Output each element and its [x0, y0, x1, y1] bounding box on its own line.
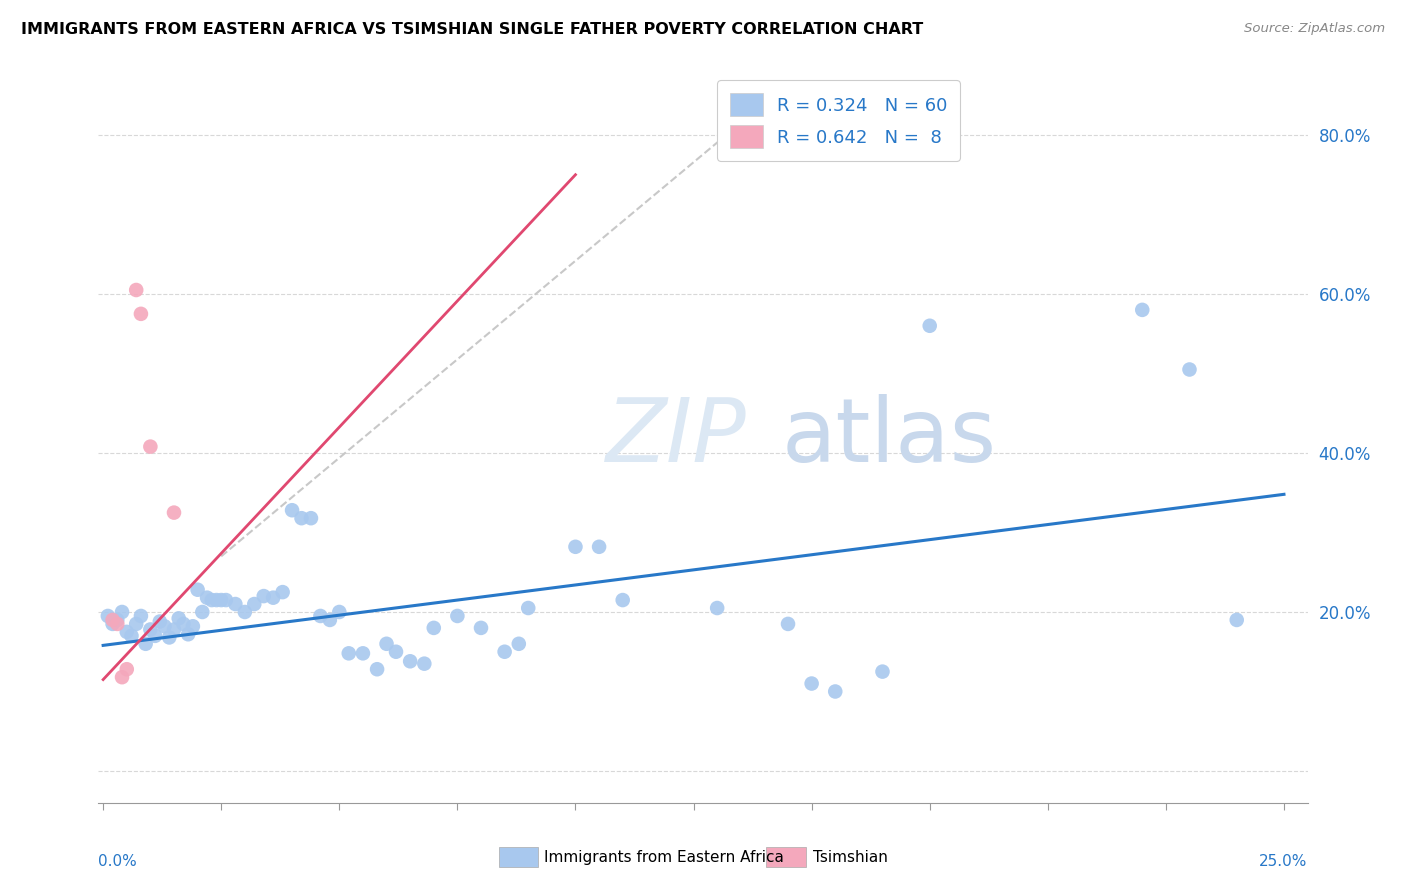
- Point: [125, 616, 148, 631]
- Point: [309, 609, 332, 624]
- Text: Source: ZipAtlas.com: Source: ZipAtlas.com: [1244, 22, 1385, 36]
- Point: [1130, 302, 1153, 317]
- Text: atlas: atlas: [782, 393, 997, 481]
- Point: [872, 665, 894, 679]
- Point: [446, 609, 468, 624]
- Point: [800, 676, 823, 690]
- Point: [163, 623, 186, 637]
- Point: [111, 670, 134, 684]
- Point: [205, 593, 228, 607]
- Text: 0.0%: 0.0%: [98, 854, 138, 869]
- Text: Immigrants from Eastern Africa: Immigrants from Eastern Africa: [544, 850, 785, 864]
- Point: [195, 591, 218, 605]
- Point: [243, 597, 266, 611]
- Point: [612, 593, 634, 607]
- Point: [564, 540, 586, 554]
- Point: [187, 582, 209, 597]
- Point: [271, 585, 294, 599]
- Point: [1226, 613, 1249, 627]
- Point: [177, 627, 200, 641]
- Point: [918, 318, 941, 333]
- Point: [115, 662, 138, 676]
- Text: 25.0%: 25.0%: [1260, 854, 1308, 869]
- Point: [167, 611, 190, 625]
- Point: [319, 613, 342, 627]
- Point: [423, 621, 446, 635]
- Point: [706, 601, 728, 615]
- Point: [149, 615, 172, 629]
- Point: [105, 613, 128, 627]
- Text: IMMIGRANTS FROM EASTERN AFRICA VS TSIMSHIAN SINGLE FATHER POVERTY CORRELATION CH: IMMIGRANTS FROM EASTERN AFRICA VS TSIMSH…: [21, 22, 924, 37]
- Point: [337, 646, 360, 660]
- Point: [385, 645, 408, 659]
- Point: [111, 605, 134, 619]
- Point: [153, 619, 176, 633]
- Point: [470, 621, 492, 635]
- Point: [191, 605, 214, 619]
- Point: [508, 637, 530, 651]
- Text: ZIP: ZIP: [606, 394, 747, 480]
- Point: [366, 662, 388, 676]
- Point: [328, 605, 350, 619]
- Point: [101, 616, 124, 631]
- Point: [375, 637, 398, 651]
- Point: [129, 609, 152, 624]
- Point: [115, 624, 138, 639]
- Point: [253, 589, 276, 603]
- Point: [209, 593, 232, 607]
- Point: [399, 654, 422, 668]
- Point: [352, 646, 374, 660]
- Legend: R = 0.324   N = 60, R = 0.642   N =  8: R = 0.324 N = 60, R = 0.642 N = 8: [717, 80, 960, 161]
- Point: [299, 511, 322, 525]
- Text: Tsimshian: Tsimshian: [813, 850, 887, 864]
- Point: [1178, 362, 1201, 376]
- Point: [290, 511, 312, 525]
- Point: [101, 613, 124, 627]
- Point: [97, 609, 120, 624]
- Point: [121, 629, 143, 643]
- Point: [262, 591, 284, 605]
- Point: [181, 619, 204, 633]
- Point: [143, 629, 166, 643]
- Point: [233, 605, 256, 619]
- Point: [105, 616, 128, 631]
- Point: [281, 503, 304, 517]
- Point: [157, 631, 180, 645]
- Point: [776, 616, 799, 631]
- Point: [139, 623, 162, 637]
- Point: [129, 307, 152, 321]
- Point: [135, 637, 157, 651]
- Point: [413, 657, 436, 671]
- Point: [139, 440, 162, 454]
- Point: [517, 601, 540, 615]
- Point: [125, 283, 148, 297]
- Point: [215, 593, 238, 607]
- Point: [824, 684, 846, 698]
- Point: [201, 593, 224, 607]
- Point: [494, 645, 516, 659]
- Point: [224, 597, 246, 611]
- Point: [172, 616, 194, 631]
- Point: [163, 506, 186, 520]
- Point: [588, 540, 610, 554]
